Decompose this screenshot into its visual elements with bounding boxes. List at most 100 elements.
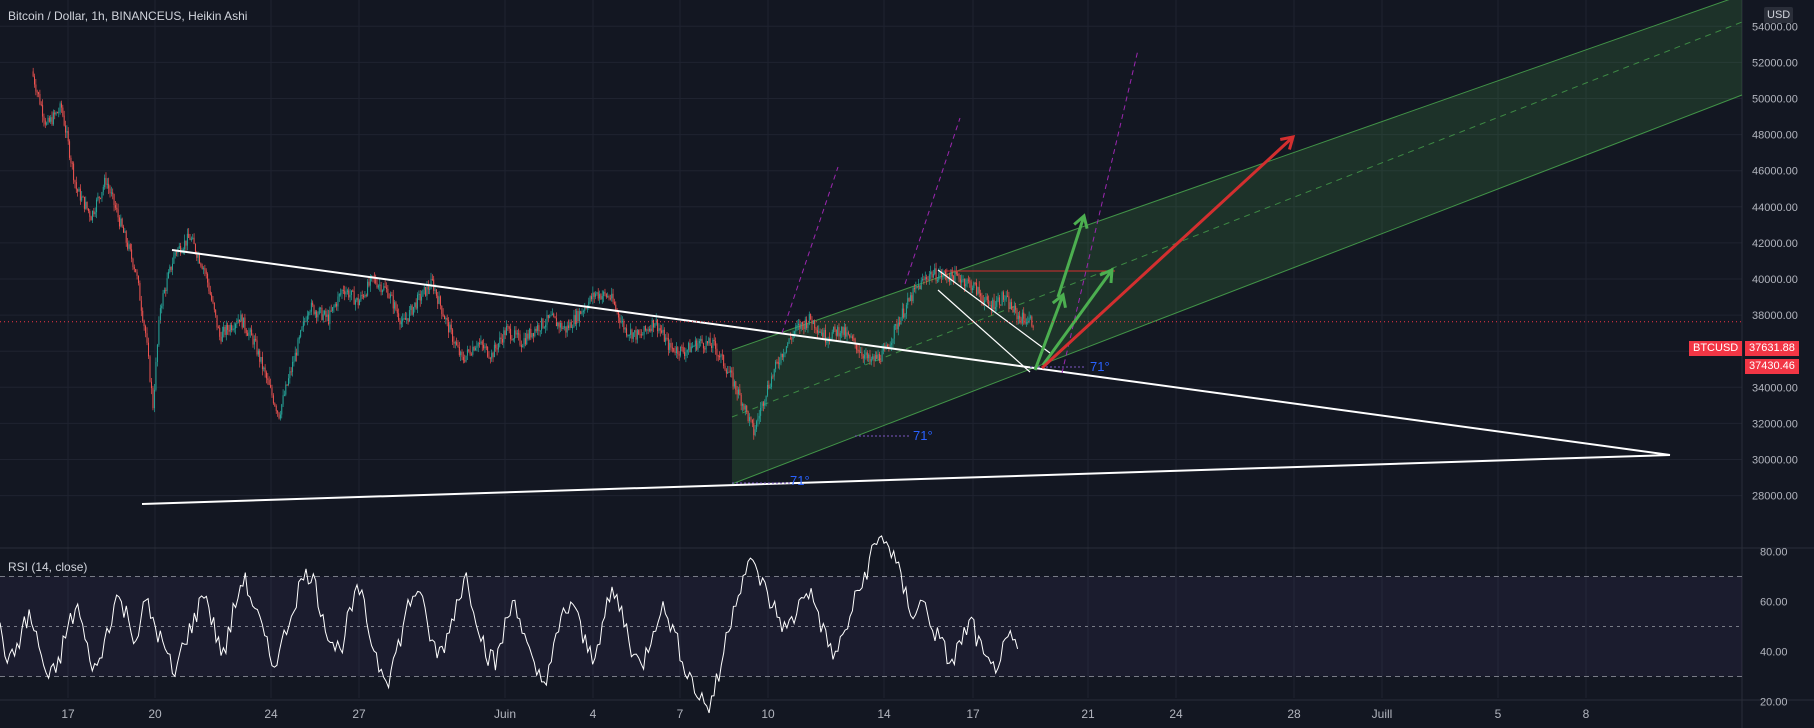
candle-body [1007, 295, 1009, 297]
candle-body [497, 343, 499, 350]
candle-body [727, 371, 729, 374]
candle-body [920, 280, 922, 290]
candle-body [893, 325, 895, 339]
candle-body [402, 318, 404, 322]
candle-body [868, 354, 870, 359]
x-tick-label: 14 [877, 707, 891, 721]
candle-body [554, 316, 556, 319]
candle-body [289, 371, 291, 379]
candle-body [1013, 305, 1015, 313]
candle-body [584, 307, 586, 312]
candle-body [75, 182, 77, 190]
y-tick-label: 30000.00 [1752, 455, 1798, 467]
candle-body [935, 268, 937, 281]
candle-body [215, 309, 217, 316]
candle-body [472, 346, 474, 355]
candle-body [670, 342, 672, 348]
angle-label: 71° [913, 428, 933, 443]
candle-body [117, 209, 119, 218]
candle-body [596, 292, 598, 294]
candle-body [808, 314, 810, 324]
candle-body [149, 356, 151, 382]
candle-body [411, 305, 413, 315]
candle-body [381, 290, 383, 293]
candle-body [229, 325, 231, 332]
candle-body [601, 296, 603, 300]
candle-body [557, 322, 559, 327]
candle-body [350, 290, 352, 295]
candle-body [363, 295, 365, 298]
candle-body [483, 344, 485, 349]
candle-body [137, 275, 139, 283]
candle-body [962, 278, 964, 281]
candle-body [976, 282, 978, 295]
candle-body [125, 231, 127, 243]
candle-body [659, 328, 661, 331]
candle-body [561, 322, 563, 330]
candle-body [619, 317, 621, 323]
candle-body [611, 293, 613, 299]
candle-body [566, 325, 568, 333]
candle-body [372, 275, 374, 277]
candle-body [562, 327, 564, 330]
candle-body [421, 296, 423, 301]
candle-body [492, 352, 494, 358]
candle-body [302, 321, 304, 327]
candle-body [547, 315, 549, 318]
y-tick-label: 46000.00 [1752, 166, 1798, 178]
candle-body [237, 319, 239, 323]
candle-body [253, 338, 255, 345]
candle-body [802, 322, 804, 325]
candle-body [916, 286, 918, 288]
candle-body [454, 342, 456, 344]
second-price-tag: 37430.46 [1745, 359, 1799, 374]
candle-body [233, 328, 235, 330]
candle-body [282, 395, 284, 405]
candle-body [159, 308, 161, 321]
candle-body [188, 233, 190, 238]
candle-body [404, 318, 406, 320]
candle-body [211, 294, 213, 301]
candle-body [736, 389, 738, 395]
candle-body [277, 410, 279, 413]
y-tick-label: 50000.00 [1752, 94, 1798, 106]
candle-body [398, 313, 400, 320]
candle-body [631, 329, 633, 339]
candle-body [427, 285, 429, 290]
candle-body [997, 297, 999, 301]
candle-body [169, 266, 171, 272]
candle-body [967, 279, 969, 281]
candle-body [812, 320, 814, 325]
candle-body [329, 310, 331, 324]
candle-body [367, 281, 369, 296]
candle-body [592, 292, 594, 300]
candle-body [996, 300, 998, 307]
candle-body [936, 280, 938, 282]
candle-body [1004, 299, 1006, 301]
candle-body [712, 339, 714, 349]
candle-body [776, 361, 778, 363]
candle-body [756, 421, 758, 430]
candle-body [648, 328, 650, 331]
currency-badge[interactable]: USD [1764, 7, 1794, 23]
candle-body [593, 292, 595, 297]
candle-body [546, 315, 548, 325]
candle-body [798, 323, 800, 326]
candle-body [762, 402, 764, 406]
candle-body [388, 297, 390, 299]
candle-body [298, 336, 300, 340]
wedge-upper-line [937, 269, 1051, 354]
candle-body [969, 280, 971, 282]
candle-body [434, 289, 436, 291]
candle-body [978, 287, 980, 294]
candle-body [771, 376, 773, 387]
candle-body [740, 394, 742, 406]
candle-body [283, 394, 285, 396]
candle-body [957, 274, 959, 276]
candle-body [792, 334, 794, 340]
candle-body [1001, 292, 1003, 305]
x-tick-label: 10 [761, 707, 775, 721]
candle-body [624, 328, 626, 330]
candle-body [761, 402, 763, 408]
